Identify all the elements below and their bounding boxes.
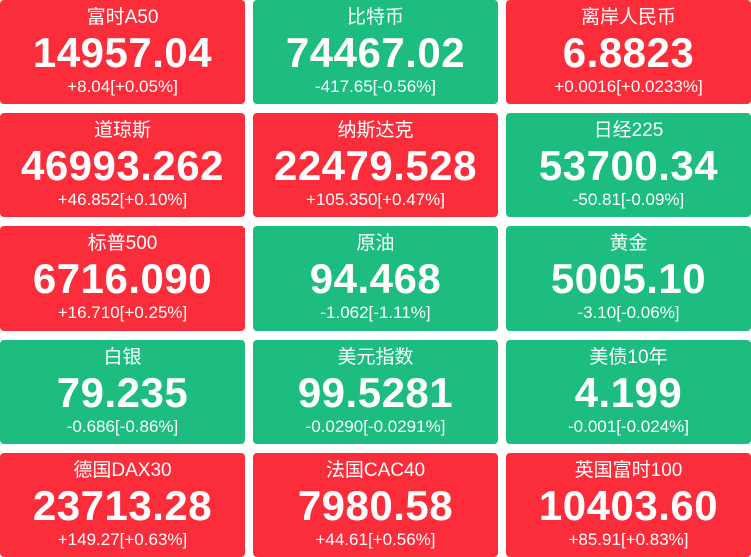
instrument-name: 富时A50: [86, 7, 159, 29]
instrument-change: +149.27[+0.63%]: [57, 529, 188, 549]
instrument-price: 10403.60: [538, 481, 719, 529]
instrument-name: 美元指数: [337, 346, 414, 368]
instrument-change: -3.10[-0.06%]: [577, 303, 680, 323]
instrument-price: 7980.58: [297, 481, 454, 529]
market-tile[interactable]: 标普500 6716.090 +16.710[+0.25%]: [0, 226, 245, 331]
instrument-change: +16.710[+0.25%]: [57, 303, 188, 323]
instrument-name: 纳斯达克: [337, 120, 414, 142]
market-tile[interactable]: 比特币 74467.02 -417.65[-0.56%]: [253, 0, 498, 105]
market-tile[interactable]: 纳斯达克 22479.528 +105.350[+0.47%]: [253, 113, 498, 218]
instrument-name: 原油: [356, 233, 395, 255]
instrument-price: 46993.262: [20, 142, 225, 190]
market-tile[interactable]: 日经225 53700.34 -50.81[-0.09%]: [506, 113, 751, 218]
instrument-change: -0.001[-0.024%]: [568, 416, 689, 436]
instrument-price: 23713.28: [32, 481, 213, 529]
instrument-name: 美债10年: [589, 346, 668, 368]
instrument-name: 标普500: [87, 233, 158, 255]
instrument-name: 黄金: [609, 233, 648, 255]
instrument-name: 英国富时100: [574, 459, 683, 481]
instrument-change: -417.65[-0.56%]: [315, 77, 436, 97]
instrument-price: 94.468: [309, 255, 442, 303]
instrument-price: 53700.34: [538, 142, 719, 190]
market-tile[interactable]: 富时A50 14957.04 +8.04[+0.05%]: [0, 0, 245, 105]
instrument-change: -0.0290[-0.0291%]: [305, 416, 446, 436]
market-tile[interactable]: 道琼斯 46993.262 +46.852[+0.10%]: [0, 113, 245, 218]
instrument-price: 79.235: [56, 368, 189, 416]
instrument-change: +105.350[+0.47%]: [306, 190, 445, 210]
instrument-change: +85.91[+0.83%]: [568, 529, 689, 549]
market-tile[interactable]: 白银 79.235 -0.686[-0.86%]: [0, 339, 245, 444]
instrument-name: 日经225: [593, 120, 664, 142]
instrument-name: 德国DAX30: [73, 459, 172, 481]
instrument-change: +44.61[+0.56%]: [315, 529, 436, 549]
instrument-change: -1.062[-1.11%]: [320, 303, 431, 323]
instrument-change: -50.81[-0.09%]: [572, 190, 685, 210]
instrument-name: 道琼斯: [93, 120, 151, 142]
instrument-change: +8.04[+0.05%]: [67, 77, 178, 97]
instrument-name: 离岸人民币: [580, 7, 676, 29]
instrument-price: 14957.04: [32, 29, 213, 77]
instrument-change: +0.0016[+0.0233%]: [554, 77, 703, 97]
instrument-name: 比特币: [346, 7, 404, 29]
market-tile[interactable]: 原油 94.468 -1.062[-1.11%]: [253, 226, 498, 331]
instrument-price: 6.8823: [562, 29, 695, 77]
market-tile[interactable]: 美元指数 99.5281 -0.0290[-0.0291%]: [253, 339, 498, 444]
instrument-price: 4.199: [574, 368, 683, 416]
market-tile[interactable]: 黄金 5005.10 -3.10[-0.06%]: [506, 226, 751, 331]
instrument-price: 99.5281: [297, 368, 454, 416]
instrument-change: -0.686[-0.86%]: [66, 416, 179, 436]
market-tile[interactable]: 美债10年 4.199 -0.001[-0.024%]: [506, 339, 751, 444]
instrument-price: 22479.528: [273, 142, 478, 190]
instrument-name: 白银: [103, 346, 142, 368]
instrument-name: 法国CAC40: [325, 459, 426, 481]
market-tile[interactable]: 法国CAC40 7980.58 +44.61[+0.56%]: [253, 452, 498, 557]
market-tile[interactable]: 德国DAX30 23713.28 +149.27[+0.63%]: [0, 452, 245, 557]
instrument-price: 5005.10: [550, 255, 707, 303]
instrument-change: +46.852[+0.10%]: [57, 190, 188, 210]
market-tile[interactable]: 英国富时100 10403.60 +85.91[+0.83%]: [506, 452, 751, 557]
instrument-price: 6716.090: [32, 255, 213, 303]
market-tile[interactable]: 离岸人民币 6.8823 +0.0016[+0.0233%]: [506, 0, 751, 105]
instrument-price: 74467.02: [285, 29, 466, 77]
